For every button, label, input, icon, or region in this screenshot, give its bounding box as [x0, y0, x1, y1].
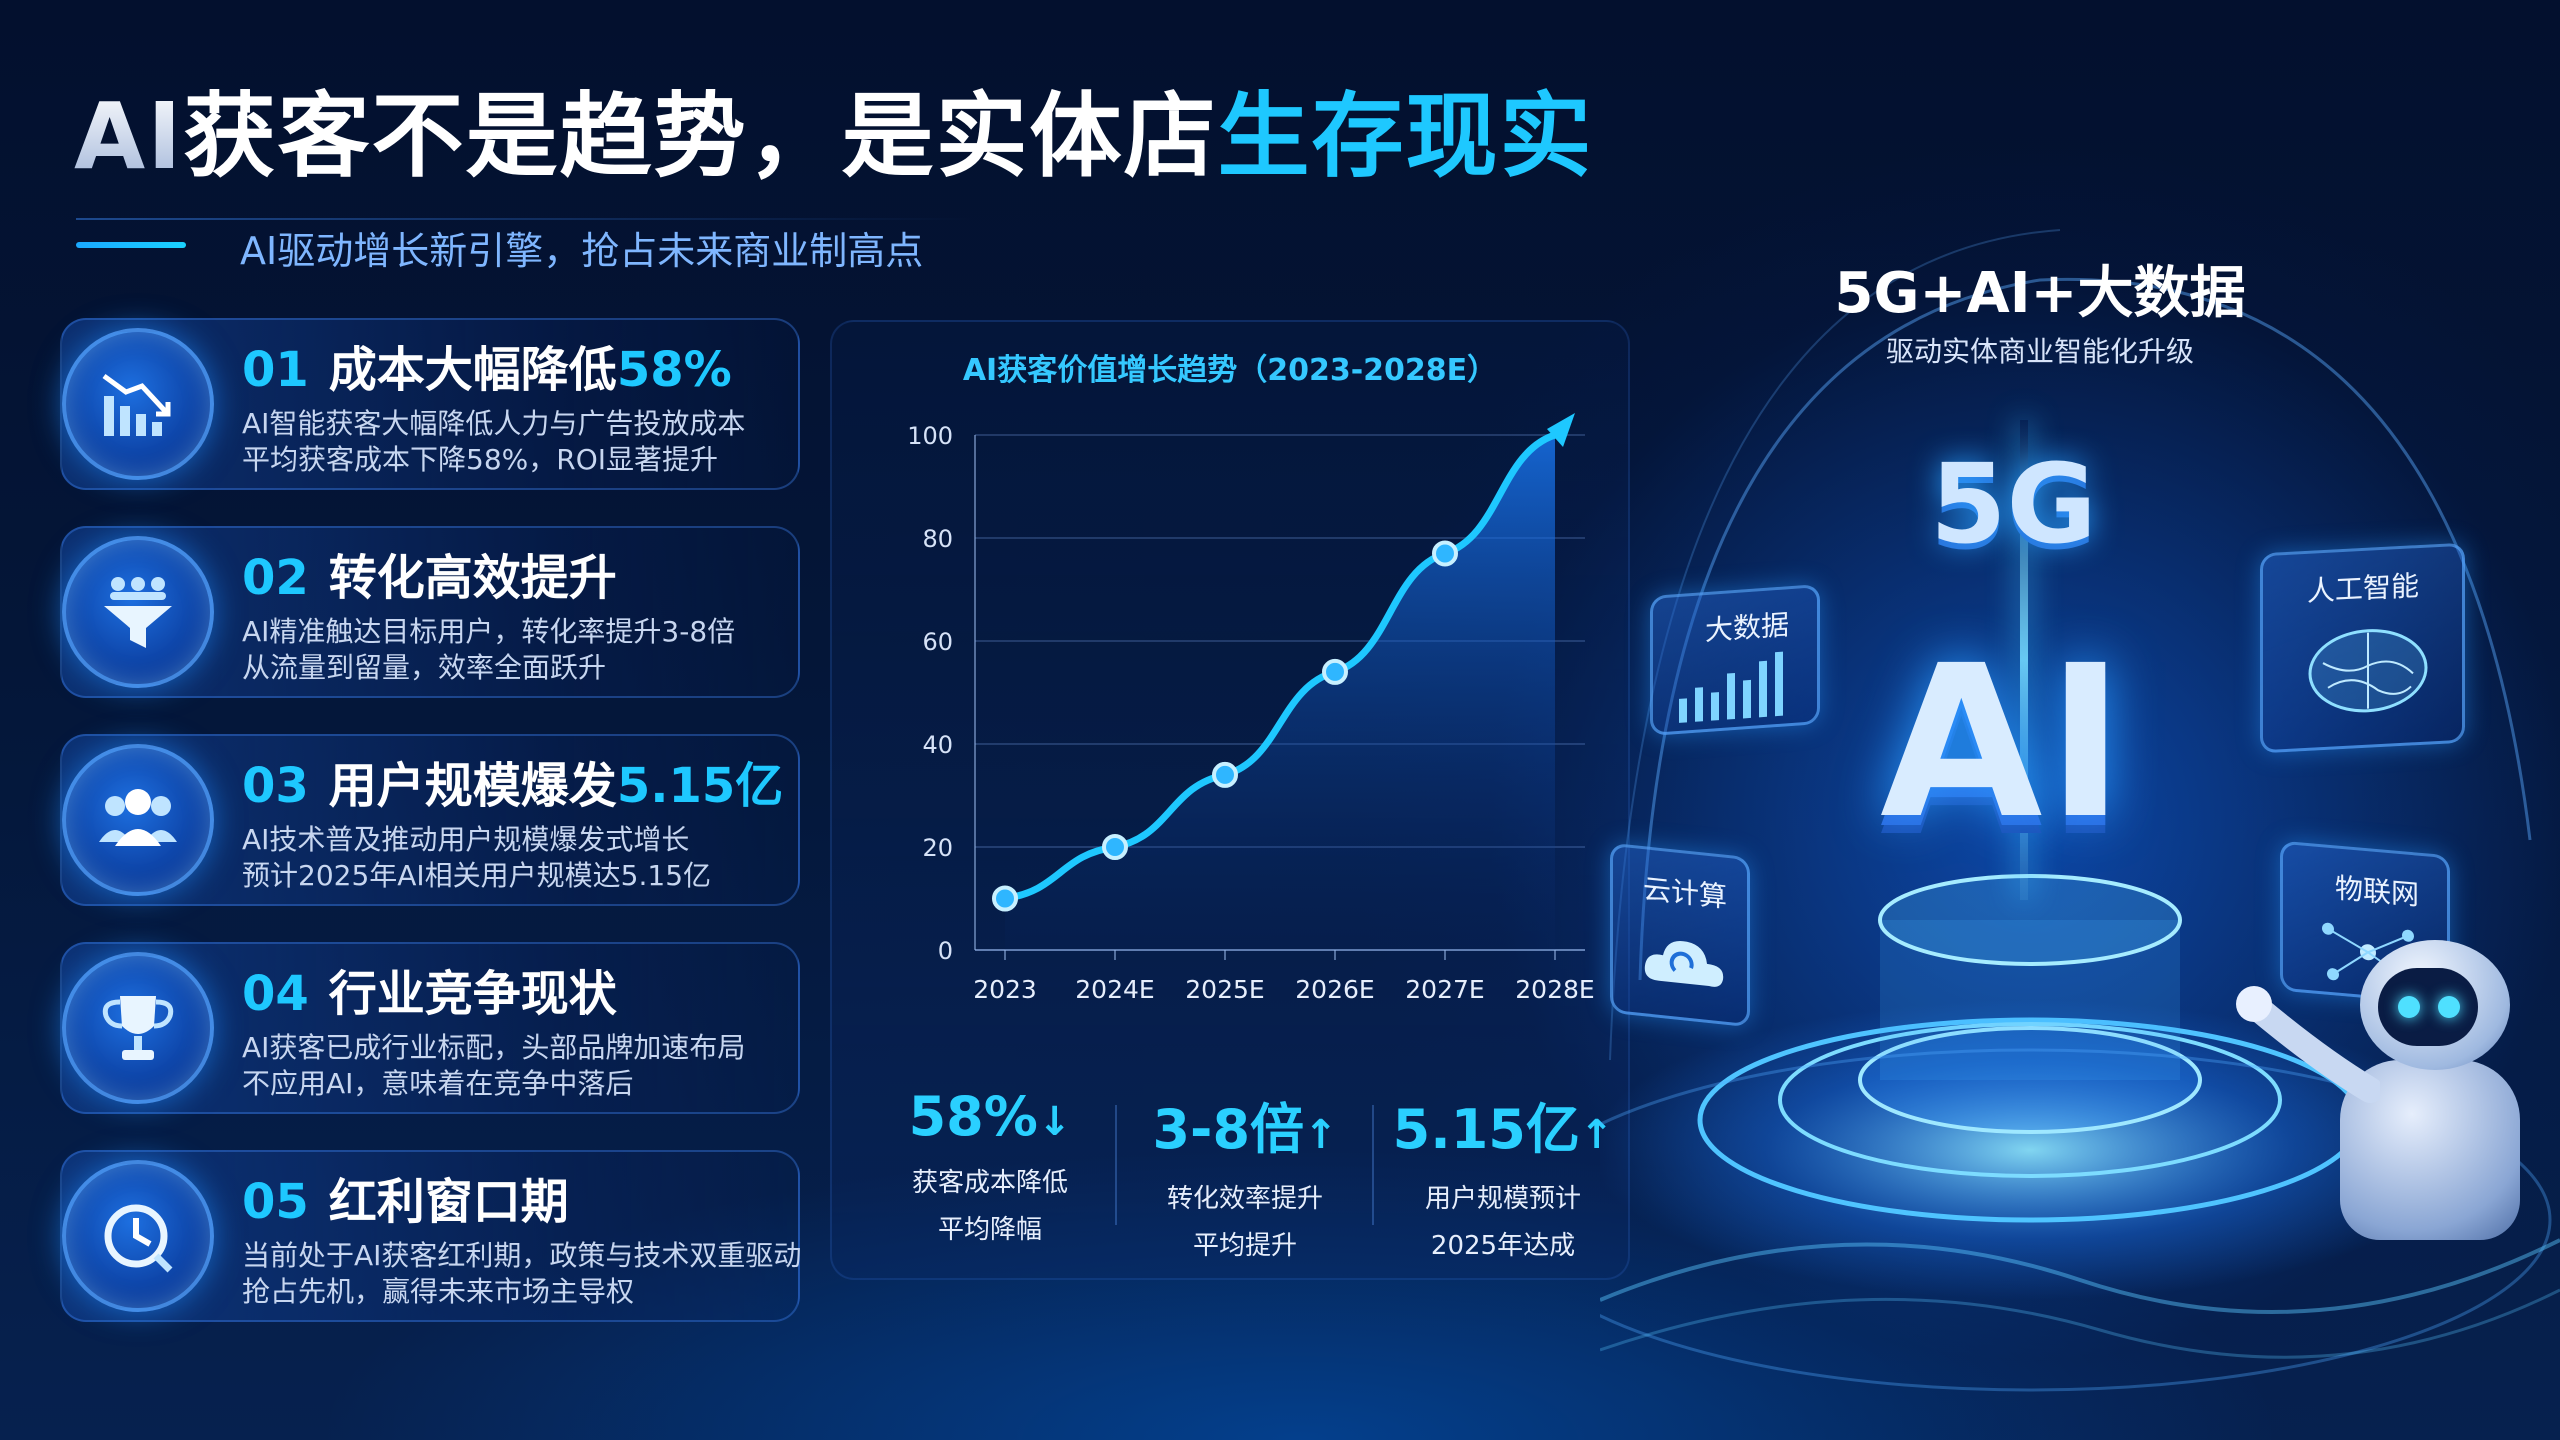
page-subtitle: AI驱动增长新引擎，抢占未来商业制高点 [240, 229, 924, 273]
x-tick-label: 2026E [1295, 975, 1374, 1004]
card-competition: 04 行业竞争现状 AI获客已成行业标配，头部品牌加速布局 不应用AI，意味着在竞… [60, 942, 800, 1114]
stat-sublabel: 平均降幅 [937, 1215, 1042, 1245]
stat-sublabel: 平均提升 [1192, 1231, 1297, 1261]
page-title: AI获客不是趋势，是实体店生存现实 [74, 84, 1593, 190]
card-desc-line2: 抢占先机，赢得未来市场主导权 [242, 1275, 635, 1308]
light-beam [2020, 420, 2028, 900]
card-desc-line1: AI智能获客大幅降低人力与广告投放成本 [242, 407, 746, 440]
clock-chart-icon [62, 1160, 214, 1312]
card-desc-line1: AI技术普及推动用户规模爆发式增长 [242, 823, 690, 856]
bar-chart-icon [1679, 651, 1783, 723]
card-title: 05 红利窗口期 [242, 1174, 569, 1230]
robot-eye [2438, 996, 2460, 1018]
arrow-down-icon: ↓ [1037, 1099, 1072, 1145]
scene-heading: 5G+AI+大数据 [1834, 261, 2246, 326]
trophy-icon [62, 952, 214, 1104]
card-title: 04 行业竞争现状 [242, 966, 617, 1022]
stat-users: 5.15亿↑ 用户规模预计 2025年达成 [1383, 1085, 1623, 1262]
users-group-icon [62, 744, 214, 896]
stat-label: 获客成本降低 [911, 1168, 1068, 1198]
5g-hologram-text: 5G [1930, 440, 2097, 568]
arrow-up-icon: ↑ [1304, 1112, 1338, 1158]
panel-label: 人工智能 [2307, 569, 2420, 608]
x-tick-label: 2027E [1405, 975, 1484, 1004]
funnel-users-icon [62, 536, 214, 688]
data-point [992, 885, 1018, 912]
x-tick-label: 2023 [973, 975, 1037, 1004]
title-highlight: 生存现实 [1217, 83, 1594, 190]
title-main: 获客不是趋势，是实体店 [183, 83, 1218, 190]
stat-value: 58% [908, 1085, 1038, 1148]
chart-title: AI获客价值增长趋势（2023-2028E） [962, 353, 1498, 388]
subtitle-accent-bar [76, 242, 186, 248]
growth-line-chart: 0 20 40 60 80 100 2023 2024E 2025E 2026E 2027E 2028… [907, 413, 1595, 1004]
stat-divider [1372, 1105, 1374, 1225]
bigdata-panel: 大数据 [1650, 584, 1820, 736]
robot-arm-pointing [2236, 986, 2380, 1103]
trend-arrow-head [1547, 413, 1575, 447]
chart-area-fill [1005, 435, 1555, 950]
data-point [1322, 658, 1348, 685]
y-tick-label: 40 [922, 731, 953, 759]
scene-subheading: 驱动实体商业智能化升级 [1885, 335, 2194, 368]
robot-eye [2398, 996, 2420, 1018]
card-title: 03 用户规模爆发5.15亿 [242, 758, 784, 814]
stat-value: 5.15亿 [1392, 1098, 1580, 1161]
cloud-icon [1644, 941, 1724, 987]
x-tick-label: 2025E [1185, 975, 1264, 1004]
card-desc-line2: 平均获客成本下降58%，ROI显著提升 [242, 443, 718, 476]
stat-label: 转化效率提升 [1166, 1184, 1323, 1214]
robot-face [2378, 968, 2478, 1046]
ai-brain-panel: 人工智能 [2260, 542, 2465, 754]
data-point [1212, 761, 1238, 788]
stat-value: 3-8倍 [1152, 1098, 1305, 1161]
card-desc-line1: AI精准触达目标用户，转化率提升3-8倍 [242, 615, 736, 648]
card-conversion: 02 转化高效提升 AI精准触达目标用户，转化率提升3-8倍 从流量到留量，效率全… [60, 526, 800, 698]
card-title: 02 转化高效提升 [242, 550, 617, 606]
card-title: 01 成本大幅降低58% [242, 342, 732, 398]
card-users: 03 用户规模爆发5.15亿 AI技术普及推动用户规模爆发式增长 预计2025年A… [60, 734, 800, 906]
y-tick-label: 60 [922, 628, 953, 656]
panel-label: 物联网 [2335, 871, 2420, 912]
x-tick-label: 2028E [1515, 975, 1594, 1004]
title-prefix: AI [74, 83, 184, 190]
cost-down-chart-icon [62, 328, 214, 480]
data-point [1432, 540, 1458, 567]
card-desc-line2: 不应用AI，意味着在竞争中落后 [242, 1067, 634, 1100]
y-tick-label: 0 [938, 937, 953, 965]
y-tick-label: 100 [907, 422, 953, 450]
ai-hologram-text: AI [1880, 620, 2129, 865]
stat-conversion: 3-8倍↑ 转化效率提升 平均提升 [1125, 1085, 1365, 1262]
panel-label: 云计算 [1643, 872, 1728, 914]
card-window: 05 红利窗口期 当前处于AI获客红利期，政策与技术双重驱动 抢占先机，赢得未来市… [60, 1150, 802, 1322]
y-tick-label: 80 [922, 525, 953, 553]
stat-divider [1115, 1105, 1117, 1225]
y-tick-label: 20 [922, 834, 953, 862]
stat-label: 用户规模预计 [1424, 1184, 1581, 1214]
card-cost: 01 成本大幅降低58% AI智能获客大幅降低人力与广告投放成本 平均获客成本下降… [60, 318, 800, 490]
data-point [1102, 834, 1128, 860]
cloud-panel: 云计算 [1610, 842, 1750, 1028]
stat-cost: 58%↓ 获客成本降低 平均降幅 [870, 1085, 1110, 1246]
card-desc-line1: AI获客已成行业标配，头部品牌加速布局 [242, 1031, 746, 1064]
stat-sublabel: 2025年达成 [1430, 1231, 1576, 1261]
card-desc-line1: 当前处于AI获客红利期，政策与技术双重驱动 [242, 1239, 802, 1272]
subtitle-rule [76, 218, 976, 220]
brain-icon [2308, 629, 2428, 713]
tech-hologram-background [1600, 229, 2560, 1392]
x-tick-label: 2024E [1075, 975, 1154, 1004]
card-desc-line2: 预计2025年AI相关用户规模达5.15亿 [242, 859, 712, 892]
card-desc-line2: 从流量到留量，效率全面跃升 [242, 651, 607, 684]
